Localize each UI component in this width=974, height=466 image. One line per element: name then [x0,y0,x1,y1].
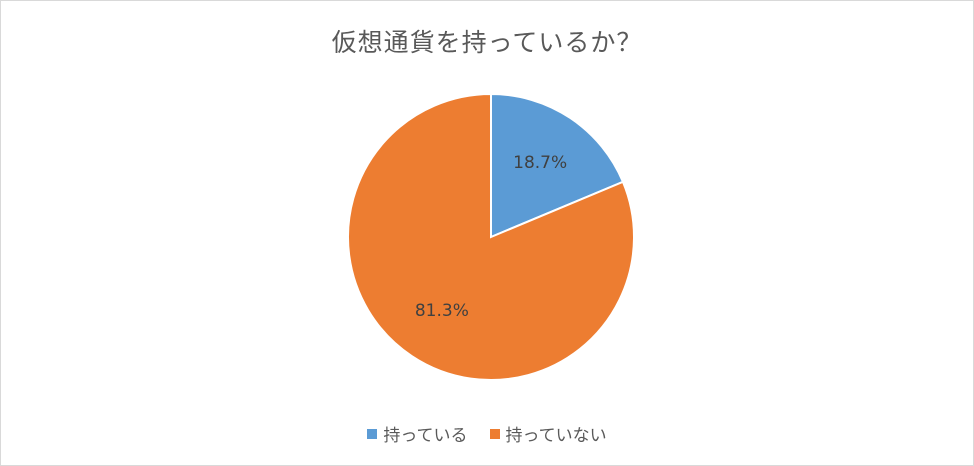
legend-swatch-owned [367,428,378,439]
pie-slice-owned [490,92,625,239]
chart-title: 仮想通貨を持っているか？ [331,28,643,57]
legend: 持っている 持っていない [1,421,973,446]
legend-label-not-owned: 持っていない [505,426,607,446]
legend-label-owned: 持っている [383,426,468,446]
data-label-owned: 18.7% [513,153,567,173]
data-label-not-owned: 81.3% [415,301,469,321]
pie-slice-not-owned [347,92,635,381]
legend-swatch-not-owned [489,428,500,439]
legend-item-owned: 持っている [367,421,468,446]
legend-item-not-owned: 持っていない [489,421,607,446]
